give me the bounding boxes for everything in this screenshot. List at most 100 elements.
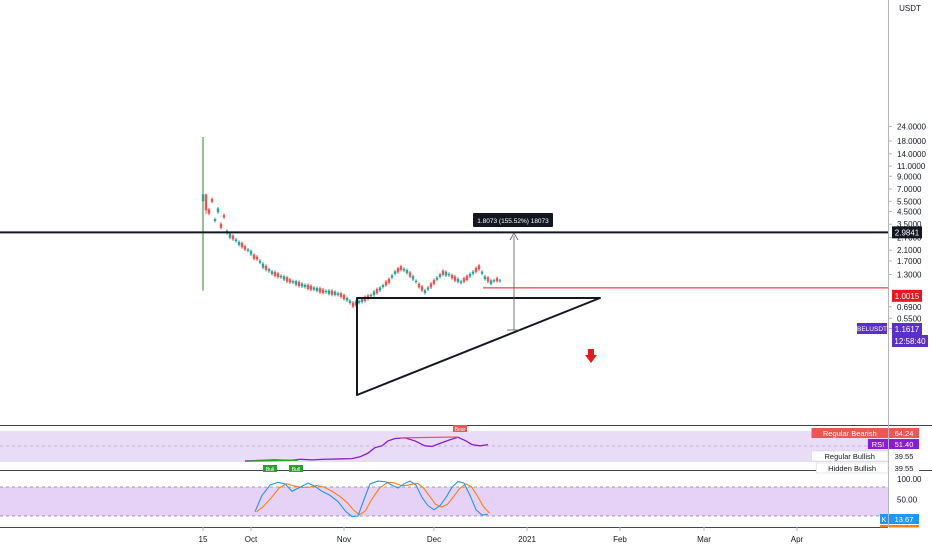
candle-body bbox=[393, 271, 397, 274]
candle-body bbox=[336, 293, 340, 295]
rsi-legend-label: Regular Bearish bbox=[823, 429, 877, 438]
candle-body bbox=[303, 284, 307, 288]
candle-body bbox=[381, 285, 385, 288]
level-badge: 2.9841 bbox=[895, 228, 920, 237]
candle-body bbox=[339, 293, 343, 297]
candle-body bbox=[255, 256, 259, 260]
candle-body bbox=[222, 215, 226, 218]
main-pane[interactable] bbox=[0, 0, 888, 425]
stoch-d-tag-box bbox=[880, 525, 888, 528]
candle-body bbox=[384, 281, 388, 286]
candle-body bbox=[456, 278, 460, 283]
candle-body bbox=[243, 246, 247, 250]
down-arrow-head bbox=[585, 355, 597, 363]
rsi-value: 64.24 bbox=[895, 429, 914, 438]
candle-body bbox=[441, 270, 445, 275]
candle-body bbox=[207, 209, 211, 214]
bullish-divergence-line bbox=[247, 459, 299, 462]
level-badge-box bbox=[892, 226, 922, 239]
last-price-badge: 1.1617 bbox=[895, 325, 920, 334]
price-tick-label: 1.3000 bbox=[897, 271, 922, 280]
candle-body bbox=[261, 263, 265, 268]
candle-body bbox=[270, 271, 274, 275]
candle-body bbox=[312, 287, 316, 290]
candle-body bbox=[372, 291, 376, 296]
candle-body bbox=[330, 290, 334, 295]
candle-body bbox=[204, 194, 208, 211]
rsi-value: 39.55 bbox=[895, 464, 914, 473]
price-tick-label: 0.5500 bbox=[897, 314, 922, 323]
candle-body bbox=[249, 250, 253, 255]
time-axis-label: Apr bbox=[791, 535, 804, 544]
candle-body bbox=[234, 239, 238, 242]
candle-body bbox=[426, 287, 430, 290]
time-axis-label: 15 bbox=[199, 535, 208, 544]
candle-body bbox=[246, 249, 250, 251]
candle-body bbox=[240, 242, 244, 248]
rsi-layer: Bear Bull Bull Regular Bearish 64.24 RSI 51.40… bbox=[244, 425, 919, 474]
candle-body bbox=[273, 271, 277, 277]
candle-body bbox=[375, 288, 379, 294]
drawing-layer: 1.8073 (155.52%) 18073 bbox=[0, 213, 888, 396]
candle-body bbox=[276, 273, 280, 278]
candle-body bbox=[306, 284, 310, 289]
time-axis-label: 2021 bbox=[518, 535, 536, 544]
rsi-legend-box bbox=[811, 450, 889, 462]
candle-body bbox=[462, 278, 466, 282]
price-tick-label: 3.5000 bbox=[897, 220, 922, 229]
candle-body bbox=[309, 285, 313, 290]
candle-body bbox=[408, 272, 412, 277]
candle-body bbox=[483, 276, 487, 280]
candle-body bbox=[405, 269, 409, 274]
divergence-tag: Bull bbox=[266, 467, 274, 473]
last-price-badge-box bbox=[892, 323, 922, 335]
candle-body bbox=[279, 275, 283, 278]
candle-body bbox=[357, 300, 361, 303]
rsi-value-box bbox=[889, 451, 919, 461]
rsi-legend-label: Regular Bullish bbox=[825, 452, 875, 461]
candle-body bbox=[459, 281, 463, 283]
divergence-tag: Bull bbox=[292, 467, 300, 473]
candle-body bbox=[471, 271, 475, 274]
candle-body bbox=[432, 279, 436, 284]
stoch-k-value-box bbox=[889, 514, 919, 524]
candle-body bbox=[318, 288, 322, 293]
candle-body bbox=[252, 254, 256, 259]
rsi-line bbox=[244, 436, 489, 462]
candle-body bbox=[360, 299, 364, 303]
price-tick-label: 14.0000 bbox=[897, 150, 926, 159]
candle-body bbox=[417, 283, 421, 288]
candle-body bbox=[294, 281, 298, 285]
candle-body bbox=[288, 279, 292, 283]
candle-body bbox=[210, 198, 214, 202]
bearish-divergence-line bbox=[399, 436, 459, 439]
measure-label-box bbox=[473, 213, 553, 227]
candle-body bbox=[411, 276, 415, 280]
candle-body bbox=[498, 280, 502, 282]
time-axis-label: Mar bbox=[697, 535, 711, 544]
rsi-value-box bbox=[889, 428, 919, 438]
currency-label: USDT bbox=[899, 4, 921, 13]
ascending-triangle[interactable] bbox=[356, 297, 601, 396]
stoch-k-line bbox=[254, 480, 489, 518]
candle-body bbox=[468, 273, 472, 277]
candle-body bbox=[231, 235, 235, 240]
candle-body bbox=[228, 233, 232, 238]
divergence-tag: Bear bbox=[455, 427, 466, 433]
price-tick-label: 4.5000 bbox=[897, 207, 922, 216]
stoch-band bbox=[0, 487, 888, 516]
candle-body bbox=[216, 208, 220, 213]
time-axis-label: Dec bbox=[427, 535, 441, 544]
candle-body bbox=[489, 280, 493, 284]
breakdown-badge: 1.0015 bbox=[895, 292, 920, 301]
candle-body bbox=[237, 241, 241, 246]
price-tick-label: 9.0000 bbox=[897, 172, 922, 181]
candle-body bbox=[429, 283, 433, 288]
countdown-badge-box bbox=[892, 335, 928, 347]
price-range-measure[interactable]: 1.8073 (155.52%) 18073 bbox=[473, 213, 553, 331]
candle-body bbox=[267, 269, 271, 272]
price-tick-label: 7.0000 bbox=[897, 185, 922, 194]
candle-body bbox=[285, 277, 289, 282]
candle-body bbox=[480, 271, 484, 274]
